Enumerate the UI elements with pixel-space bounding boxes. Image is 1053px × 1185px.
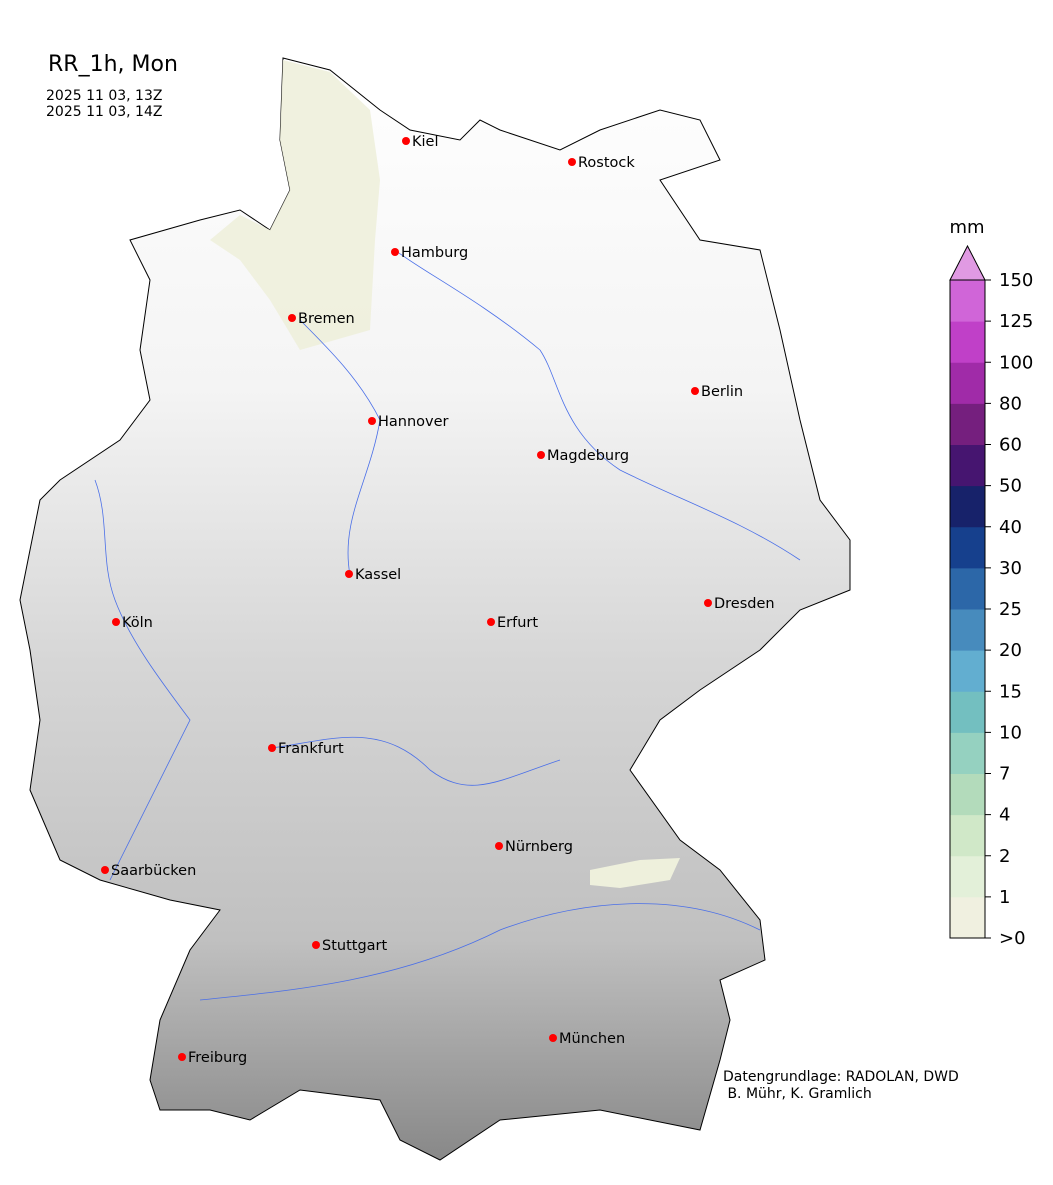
colorbar-tick-label: 60 <box>999 435 1022 456</box>
city-marker <box>312 941 320 949</box>
city-label: Dresden <box>714 596 775 612</box>
city-label: Freiburg <box>188 1050 247 1066</box>
germany-outline <box>19 57 851 1161</box>
colorbar-segment <box>950 896 985 939</box>
colorbar-tick-label: 30 <box>999 558 1022 579</box>
colorbar-tick-label: 2 <box>999 846 1010 867</box>
credit-authors: B. Mühr, K. Gramlich <box>723 1086 872 1102</box>
city-marker <box>568 158 576 166</box>
colorbar-tick-label: 7 <box>999 764 1010 785</box>
colorbar-segment <box>950 485 985 528</box>
colorbar-tick-label: 10 <box>999 722 1022 743</box>
city-label: Hannover <box>378 414 449 430</box>
city-label: Köln <box>122 615 153 631</box>
colorbar-segment <box>950 403 985 445</box>
colorbar-tick-label: >0 <box>999 928 1026 949</box>
city-marker <box>112 618 120 626</box>
colorbar-tick-label: 20 <box>999 640 1022 661</box>
colorbar-segment <box>950 855 985 898</box>
precipitation-area-bavaria <box>590 858 680 888</box>
colorbar-segment <box>950 526 985 569</box>
time-start: 2025 11 03, 13Z <box>46 88 163 104</box>
river-danube <box>199 903 761 1001</box>
colorbar-segment <box>950 732 985 774</box>
time-end: 2025 11 03, 14Z <box>46 104 163 120</box>
city-label: Hamburg <box>401 245 468 261</box>
colorbar-segment <box>950 691 985 733</box>
city-marker <box>402 137 410 145</box>
city-label: Kassel <box>355 567 401 583</box>
city-label: Magdeburg <box>547 448 629 464</box>
colorbar-tick-label: 125 <box>999 311 1033 332</box>
city-marker <box>368 417 376 425</box>
precipitation-area-north <box>210 60 380 350</box>
colorbar-extend-arrow <box>949 244 986 281</box>
city-label: Saarbücken <box>111 863 196 879</box>
colorbar-segment <box>950 773 985 816</box>
city-marker <box>691 387 699 395</box>
colorbar-tick-label: 150 <box>999 270 1033 291</box>
city-markers: Kiel Rostock Hamburg Bremen Berlin Hannover Ma… <box>101 134 775 1066</box>
colorbar-tick-label: 100 <box>999 352 1033 373</box>
river-rhine <box>94 479 191 881</box>
city-label: München <box>559 1031 625 1047</box>
city-marker <box>268 744 276 752</box>
city-marker <box>537 451 545 459</box>
colorbar-tick-label: 40 <box>999 517 1022 538</box>
colorbar-segment <box>950 362 985 404</box>
city-label: Kiel <box>412 134 439 150</box>
city-label: Berlin <box>701 384 743 400</box>
city-marker <box>487 618 495 626</box>
city-marker <box>704 599 712 607</box>
city-label: Frankfurt <box>278 741 344 757</box>
colorbar-tick-label: 80 <box>999 393 1022 414</box>
city-label: Bremen <box>298 311 355 327</box>
rivers <box>94 249 801 1001</box>
city-label: Rostock <box>578 155 635 171</box>
river-main <box>271 736 561 786</box>
colorbar-segment <box>950 567 985 610</box>
colorbar-segment <box>950 814 985 857</box>
colorbar-tick-label: 1 <box>999 887 1010 908</box>
colorbar-segment <box>950 444 985 487</box>
city-label: Stuttgart <box>322 938 388 954</box>
colorbar: mm >0 1 2 4 7 10 15 20 25 30 40 50 60 80 100 125 150 <box>949 217 1033 949</box>
city-marker <box>345 570 353 578</box>
city-marker <box>101 866 109 874</box>
city-marker <box>391 248 399 256</box>
river-weser <box>299 319 381 576</box>
colorbar-tick-label: 15 <box>999 681 1022 702</box>
river-elbe <box>394 249 801 561</box>
city-marker <box>549 1034 557 1042</box>
city-label: Erfurt <box>497 615 538 631</box>
colorbar-segment <box>950 321 985 363</box>
credit-data-source: Datengrundlage: RADOLAN, DWD <box>723 1069 959 1085</box>
colorbar-segment <box>950 650 985 692</box>
map-title: RR_1h, Mon <box>48 52 178 77</box>
city-marker <box>178 1053 186 1061</box>
colorbar-tick-label: 50 <box>999 476 1022 497</box>
colorbar-segment <box>950 280 985 322</box>
colorbar-tick-label: 25 <box>999 599 1022 620</box>
colorbar-unit: mm <box>949 217 984 238</box>
colorbar-segment <box>950 609 985 651</box>
city-marker <box>495 842 503 850</box>
city-marker <box>288 314 296 322</box>
city-label: Nürnberg <box>505 839 573 855</box>
colorbar-tick-label: 4 <box>999 805 1010 826</box>
